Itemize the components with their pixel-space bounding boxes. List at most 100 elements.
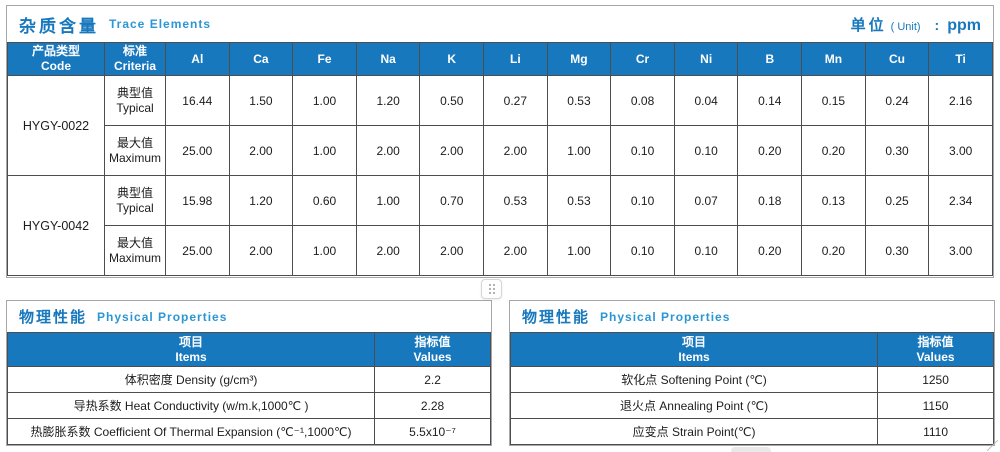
value-cell: 1.00 <box>546 125 612 176</box>
col-header-element: B <box>737 42 803 76</box>
physical-left-title-zh: 物理性能 <box>19 309 88 326</box>
value-cell: 15.98 <box>165 175 230 226</box>
value-cell: 0.04 <box>673 75 739 126</box>
col-header-criteria: 标准 Criteria <box>104 42 166 76</box>
value-cell: 0.18 <box>737 175 803 226</box>
col-header-code-zh: 产品类型 <box>31 44 80 58</box>
value-cell: 25.00 <box>165 225 230 276</box>
criteria-typical-en: Typical <box>116 200 154 215</box>
value-cell: 0.10 <box>610 175 675 226</box>
table-row: 体积密度 Density (g/cm³) 2.2 <box>6 366 491 393</box>
value-cell: 1.20 <box>228 175 294 226</box>
physical-left-title-en: Physical Properties <box>97 309 228 324</box>
col-header-element: Cr <box>610 42 675 76</box>
physical-right-title-en: Physical Properties <box>600 309 731 324</box>
unit-zh: 单位 <box>850 16 887 34</box>
property-value: 1150 <box>877 392 994 419</box>
col-header-values: 指标值 Values <box>374 332 491 367</box>
value-cell: 0.70 <box>419 175 485 226</box>
block-drag-handle[interactable] <box>481 279 502 299</box>
property-item: 热膨胀系数 Coefficient Of Thermal Expansion (… <box>6 418 376 445</box>
value-cell: 0.10 <box>673 125 739 176</box>
value-cell: 0.53 <box>546 175 612 226</box>
table-row: 最大值 Maximum 25.00 2.00 1.00 2.00 2.00 2.… <box>8 125 993 176</box>
criteria-maximum-en: Maximum <box>108 250 161 265</box>
value-cell: 1.00 <box>292 225 357 276</box>
value-cell: 2.00 <box>419 125 485 176</box>
col-header-element: Ni <box>673 42 739 76</box>
value-cell: 1.00 <box>292 125 357 176</box>
value-cell: 0.08 <box>610 75 675 126</box>
physical-properties-left-section: 物理性能 Physical Properties 项目 Items 指标值 Va… <box>6 300 492 446</box>
value-cell: 3.00 <box>928 125 993 176</box>
value-cell: 2.16 <box>928 75 993 126</box>
value-cell: 0.24 <box>864 75 930 126</box>
trace-elements-section: 杂质含量 Trace Elements 单位 ( Unit) : ppm 产品类… <box>6 5 994 278</box>
col-header-code-en: Code <box>41 59 71 73</box>
col-header-criteria-en: Criteria <box>113 59 157 73</box>
value-cell: 0.10 <box>610 225 675 276</box>
property-item: 应变点 Strain Point(℃) <box>509 418 879 445</box>
col-header-element: Mn <box>801 42 866 76</box>
grip-dots-icon <box>488 284 495 294</box>
property-value: 5.5x10⁻⁷ <box>374 418 491 445</box>
physical-left-titlebar: 物理性能 Physical Properties <box>7 301 491 332</box>
col-header-criteria-zh: 标准 <box>122 44 147 58</box>
product-code: HYGY-0022 <box>7 75 105 176</box>
trace-elements-titlebar: 杂质含量 Trace Elements 单位 ( Unit) : ppm <box>7 6 993 42</box>
physical-right-title-zh: 物理性能 <box>522 309 591 326</box>
block-drag-handle-partial[interactable] <box>731 447 771 452</box>
col-header-items: 项目 Items <box>6 332 376 367</box>
table-row: 应变点 Strain Point(℃) 1110 <box>509 418 994 445</box>
value-cell: 2.34 <box>928 175 993 226</box>
property-value: 2.2 <box>374 366 491 393</box>
property-item: 导热系数 Heat Conductivity (w/m.k,1000℃ ) <box>6 392 376 419</box>
value-cell: 0.20 <box>737 125 803 176</box>
value-cell: 2.00 <box>355 125 421 176</box>
col-header-element: K <box>419 42 485 76</box>
value-cell: 0.20 <box>801 225 866 276</box>
value-cell: 1.20 <box>355 75 421 126</box>
col-header-values: 指标值 Values <box>877 332 994 367</box>
value-cell: 25.00 <box>165 125 230 176</box>
unit-en: ( Unit) <box>890 20 921 33</box>
physical-right-header-row: 项目 Items 指标值 Values <box>509 332 994 367</box>
trace-title-zh: 杂质含量 <box>19 16 99 36</box>
property-item: 退火点 Annealing Point (℃) <box>509 392 879 419</box>
col-header-element: Ti <box>928 42 993 76</box>
value-cell: 0.25 <box>864 175 930 226</box>
value-cell: 2.00 <box>228 225 294 276</box>
col-header-items-en: Items <box>678 349 710 364</box>
physical-left-table: 项目 Items 指标值 Values 体积密度 Density (g/cm³)… <box>6 332 491 445</box>
col-header-element: Al <box>165 42 230 76</box>
value-cell: 2.00 <box>483 125 548 176</box>
value-cell: 3.00 <box>928 225 993 276</box>
property-item: 软化点 Softening Point (℃) <box>509 366 879 393</box>
unit-label: 单位 ( Unit) : ppm <box>851 14 981 35</box>
table-row: 退火点 Annealing Point (℃) 1150 <box>509 392 994 419</box>
col-header-items-zh: 项目 <box>682 334 707 349</box>
value-cell: 1.50 <box>228 75 294 126</box>
value-cell: 0.15 <box>801 75 866 126</box>
value-cell: 16.44 <box>165 75 230 126</box>
value-cell: 0.20 <box>801 125 866 176</box>
value-cell: 0.20 <box>737 225 803 276</box>
table-row: 软化点 Softening Point (℃) 1250 <box>509 366 994 393</box>
criteria-typical: 典型值 Typical <box>104 75 166 126</box>
table-row: 最大值 Maximum 25.00 2.00 1.00 2.00 2.00 2.… <box>8 225 993 276</box>
table-row: 热膨胀系数 Coefficient Of Thermal Expansion (… <box>6 418 491 445</box>
value-cell: 0.53 <box>483 175 548 226</box>
value-cell: 1.00 <box>355 175 421 226</box>
value-cell: 0.50 <box>419 75 485 126</box>
table-row: HYGY-0022 典型值 Typical 16.44 1.50 1.00 1.… <box>7 75 993 176</box>
criteria-typical: 典型值 Typical <box>104 175 166 226</box>
property-value: 2.28 <box>374 392 491 419</box>
value-cell: 0.10 <box>610 125 675 176</box>
col-header-items-zh: 项目 <box>179 334 204 349</box>
trace-title-en: Trace Elements <box>109 17 212 31</box>
property-item: 体积密度 Density (g/cm³) <box>6 366 376 393</box>
physical-right-table: 项目 Items 指标值 Values 软化点 Softening Point … <box>509 332 994 445</box>
physical-properties-right-section: 物理性能 Physical Properties 项目 Items 指标值 Va… <box>509 300 995 446</box>
table-row: HYGY-0042 典型值 Typical 15.98 1.20 0.60 1.… <box>7 175 993 276</box>
